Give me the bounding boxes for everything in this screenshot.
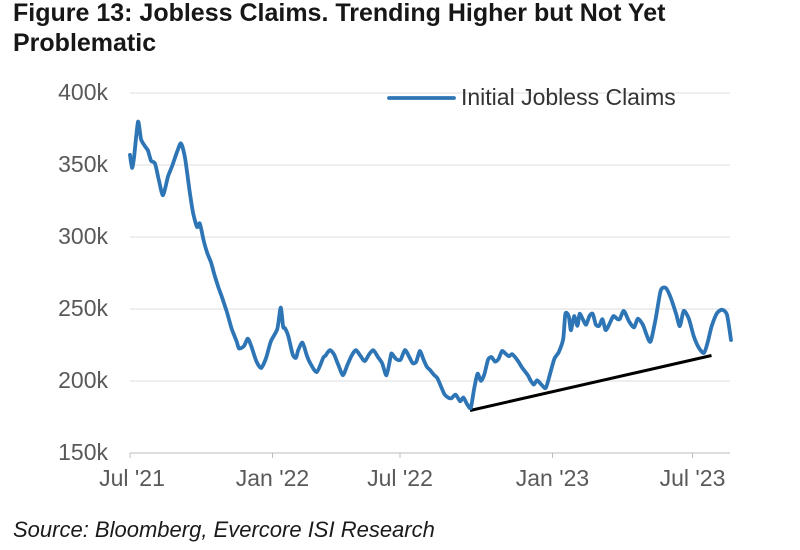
svg-text:350k: 350k <box>58 151 108 177</box>
svg-text:Initial Jobless Claims: Initial Jobless Claims <box>461 84 676 110</box>
svg-text:Jan '22: Jan '22 <box>236 465 309 491</box>
svg-text:300k: 300k <box>58 223 108 249</box>
svg-text:Jul '22: Jul '22 <box>367 465 433 491</box>
svg-text:Jul '21: Jul '21 <box>99 465 165 491</box>
svg-text:Jan '23: Jan '23 <box>516 465 589 491</box>
svg-text:150k: 150k <box>58 439 108 465</box>
svg-text:250k: 250k <box>58 295 108 321</box>
svg-text:200k: 200k <box>58 367 108 393</box>
svg-text:400k: 400k <box>58 79 108 105</box>
svg-text:Jul '23: Jul '23 <box>660 465 726 491</box>
